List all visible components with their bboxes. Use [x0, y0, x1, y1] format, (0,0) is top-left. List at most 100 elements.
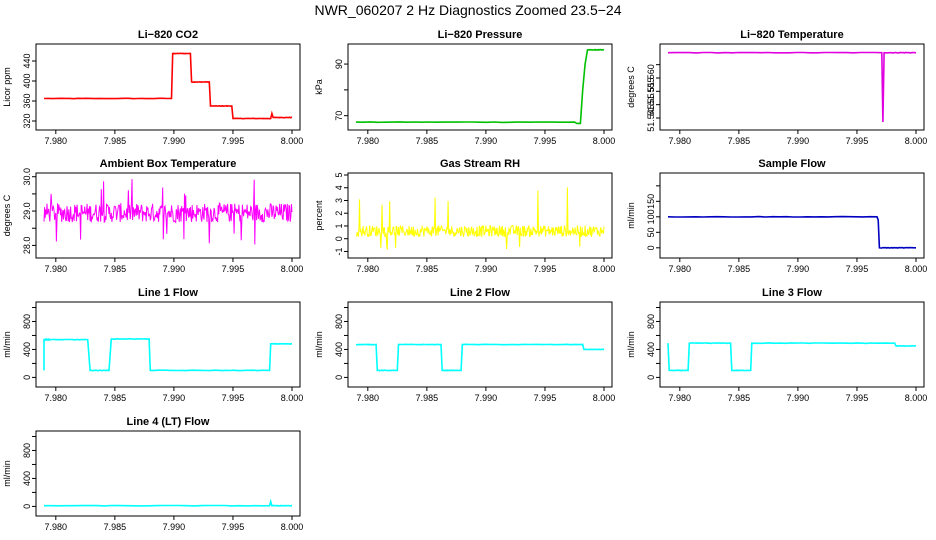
panel-1-xtick-label: 7.995 [222, 136, 245, 146]
panel-2-series-line [355, 48, 605, 125]
panel-4-xtick-label: 7.985 [104, 264, 127, 274]
panel-2-xtick-label: 7.995 [534, 136, 557, 146]
panel-9-xtick-label: 7.995 [846, 393, 869, 403]
panel-10-xtick-label: 7.990 [163, 522, 186, 532]
panel-8-title: Line 2 Flow [450, 287, 510, 299]
panel-4-ytick-label: 28.0 [22, 237, 32, 255]
panel-5-ytick-label: 0 [334, 236, 344, 241]
panel-6-frame [659, 172, 925, 259]
panel-1-xtick-label: 7.980 [45, 136, 68, 146]
panel-1-ytick-label: 400 [22, 73, 32, 88]
panel-5-xtick-label: 7.995 [534, 264, 557, 274]
panel-6-ytick-label: 0 [646, 245, 656, 250]
panel-8-frame [347, 301, 613, 388]
panel-1-frame [35, 43, 301, 131]
panel-4-ytick-label: 30.0 [22, 168, 32, 186]
panel-4-title: Ambient Box Temperature [100, 158, 237, 170]
panel-3-ytick-label: 51.545 [646, 104, 656, 132]
panel-3-xtick-label: 7.990 [787, 136, 810, 146]
panel-4-xtick-label: 7.980 [45, 264, 68, 274]
panel-3-title: Li−820 Temperature [740, 29, 843, 41]
panel-5-xtick-label: 7.980 [357, 264, 380, 274]
panel-9-xtick-label: 7.990 [787, 393, 810, 403]
panel-2-xtick-label: 8.000 [593, 136, 616, 146]
panel-8-ylabel: ml/min [314, 331, 324, 358]
panel-3-series-line [667, 51, 916, 123]
panel-6-xtick-label: 7.980 [669, 264, 692, 274]
panel-10-xtick-label: 7.995 [222, 522, 245, 532]
panel-10-ytick-label: 400 [22, 471, 32, 486]
panel-3-ytick-label: 51.560 [646, 64, 656, 92]
panel-7-title: Line 1 Flow [138, 287, 198, 299]
panel-10-frame [35, 430, 301, 517]
panel-8-xtick-label: 7.990 [475, 393, 498, 403]
panel-6-ytick-label: 50 [646, 227, 656, 237]
panel-6-xtick-label: 7.985 [728, 264, 751, 274]
panel-1-title: Li−820 CO2 [138, 29, 198, 41]
panel-10-xtick-label: 8.000 [281, 522, 304, 532]
panel-8-ytick-label: 400 [334, 342, 344, 357]
panel-8-xtick-label: 7.995 [534, 393, 557, 403]
panel-8-series-line [355, 343, 605, 372]
panel-2-title: Li−820 Pressure [438, 29, 523, 41]
panel-5-xtick-label: 7.990 [475, 264, 498, 274]
panel-3-ytick-label: 51.55 [646, 93, 656, 116]
panel-6-xtick-label: 7.995 [846, 264, 869, 274]
panel-5-ytick-label: -1 [334, 247, 344, 255]
panel-8-ytick-label: 0 [334, 375, 344, 380]
panel-3-ytick-label: 51.555 [646, 78, 656, 106]
panel-7-xtick-label: 7.990 [163, 393, 186, 403]
panel-5-ylabel: percent [314, 200, 324, 231]
panel-2-ytick-label: 90 [334, 59, 344, 69]
panel-7-xtick-label: 7.980 [45, 393, 68, 403]
panel-9-xtick-label: 8.000 [905, 393, 928, 403]
panel-2-xtick-label: 7.980 [357, 136, 380, 146]
panel-8-ytick-label: 800 [334, 314, 344, 329]
panel-7-xtick-label: 8.000 [281, 393, 304, 403]
panel-9-ylabel: ml/min [626, 331, 636, 358]
panel-8-xtick-label: 7.980 [357, 393, 380, 403]
panel-5-ytick-label: 1 [334, 223, 344, 228]
panel-5-series-line [355, 187, 605, 250]
panel-1-ytick-label: 360 [22, 93, 32, 108]
panel-3-frame [659, 43, 925, 131]
panel-2-ylabel: kPa [314, 79, 324, 95]
panel-2-xtick-label: 7.990 [475, 136, 498, 146]
panel-5-ytick-label: 3 [334, 198, 344, 203]
panel-8-xtick-label: 7.985 [416, 393, 439, 403]
panel-1-xtick-label: 7.985 [104, 136, 127, 146]
panel-4-ytick-label: 29.0 [22, 202, 32, 220]
panel-7-xtick-label: 7.985 [104, 393, 127, 403]
panel-10-series-line [44, 498, 293, 507]
panel-6-ytick-label: 150 [646, 194, 656, 209]
panel-3-xtick-label: 7.980 [669, 136, 692, 146]
panel-3-xtick-label: 8.000 [905, 136, 928, 146]
panel-3-xtick-label: 7.985 [728, 136, 751, 146]
panel-6-xtick-label: 7.990 [787, 264, 810, 274]
panel-6-ytick-label: 100 [646, 209, 656, 224]
panel-4-xtick-label: 8.000 [281, 264, 304, 274]
panel-4-frame [35, 172, 301, 259]
panel-3-ylabel: degrees C [626, 66, 636, 108]
panel-9-ytick-label: 0 [646, 375, 656, 380]
panel-8-xtick-label: 8.000 [593, 393, 616, 403]
panel-7-xtick-label: 7.995 [222, 393, 245, 403]
panel-9-xtick-label: 7.985 [728, 393, 751, 403]
panel-1-ytick-label: 440 [22, 53, 32, 68]
panel-1-series-line [43, 52, 293, 120]
panel-5-ytick-label: 5 [334, 172, 344, 177]
panel-5-frame [347, 172, 613, 259]
panel-5-title: Gas Stream RH [440, 158, 520, 170]
panel-9-ytick-label: 800 [646, 314, 656, 329]
panel-1-xtick-label: 7.990 [163, 136, 186, 146]
panel-10-ytick-label: 0 [22, 504, 32, 509]
panel-10-ytick-label: 800 [22, 443, 32, 458]
panel-9-title: Line 3 Flow [762, 287, 822, 299]
panel-5-ytick-label: 4 [334, 185, 344, 190]
panel-5-xtick-label: 7.985 [416, 264, 439, 274]
panel-5-xtick-label: 8.000 [593, 264, 616, 274]
panel-7-ytick-label: 400 [22, 342, 32, 357]
panel-4-xtick-label: 7.990 [163, 264, 186, 274]
panel-3-xtick-label: 7.995 [846, 136, 869, 146]
panel-6-ylabel: ml/min [626, 202, 636, 229]
